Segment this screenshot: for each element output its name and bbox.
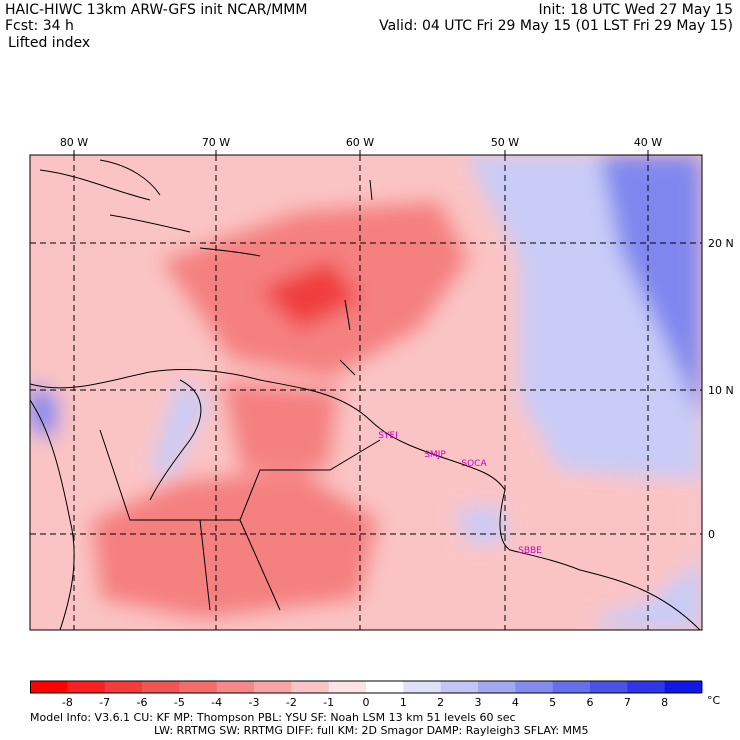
longitude-ticks: 80 W 70 W 60 W 50 W 40 W xyxy=(60,136,662,155)
legend-tick-label: 6 xyxy=(587,696,594,709)
station-label: SYEI xyxy=(378,431,398,441)
legend-unit: °C xyxy=(707,694,721,707)
station-label: SMJP xyxy=(424,450,446,460)
longitude-label: 50 W xyxy=(491,136,519,149)
legend-swatch xyxy=(366,681,404,693)
longitude-label: 80 W xyxy=(60,136,88,149)
longitude-label: 60 W xyxy=(346,136,374,149)
valid-time: Valid: 04 UTC Fri 29 May 15 (01 LST Fri … xyxy=(379,18,733,34)
legend-swatch xyxy=(627,681,666,693)
legend-tick-label: 4 xyxy=(512,696,519,709)
station-label: SOCA xyxy=(461,459,487,469)
legend-tick-label: -5 xyxy=(174,696,185,709)
legend-tick-label: 3 xyxy=(475,696,482,709)
legend-swatch xyxy=(552,681,591,693)
legend-swatch xyxy=(142,681,180,693)
map-field: SYEI SMJP SOCA SBBE xyxy=(30,155,702,630)
physics-info: LW: RRTMG SW: RRTMG DIFF: full KM: 2D Sm… xyxy=(154,724,589,737)
longitude-label: 40 W xyxy=(634,136,662,149)
legend-swatch xyxy=(104,681,143,693)
legend-swatch xyxy=(590,681,628,693)
legend-swatch xyxy=(179,681,218,693)
legend-tick-label: -6 xyxy=(137,696,148,709)
legend-tick-label: 8 xyxy=(661,696,668,709)
legend-swatch xyxy=(440,681,479,693)
legend-swatch xyxy=(291,681,330,693)
field-name: Lifted index xyxy=(8,35,91,51)
latitude-label: 0 xyxy=(708,528,715,541)
legend-swatch xyxy=(30,681,68,693)
legend-tick-label: 1 xyxy=(400,696,407,709)
station-markers: SYEI SMJP SOCA SBBE xyxy=(378,431,542,556)
legend-swatch xyxy=(478,681,516,693)
latitude-ticks: 20 N 10 N 0 xyxy=(708,237,734,541)
map-frame xyxy=(29,154,703,631)
legend-swatch xyxy=(254,681,292,693)
legend-tick-label: 7 xyxy=(624,696,631,709)
latitude-label: 20 N xyxy=(708,237,734,250)
legend-tick-label: -3 xyxy=(249,696,260,709)
legend-swatch xyxy=(67,681,106,693)
init-time: Init: 18 UTC Wed 27 May 15 xyxy=(538,2,733,18)
color-legend: -8 -7 -6 -5 -4 -3 -2 -1 0 1 2 3 4 5 6 7 8 °C xyxy=(30,680,721,709)
forecast-hour: Fcst: 34 h xyxy=(5,18,74,34)
legend-swatch xyxy=(515,681,554,693)
legend-swatch xyxy=(403,681,442,693)
product-title: HAIC-HIWC 13km ARW-GFS init NCAR/MMM xyxy=(5,2,308,18)
legend-tick-label: 2 xyxy=(437,696,444,709)
latitude-label: 10 N xyxy=(708,384,734,397)
legend-tick-label: -4 xyxy=(211,696,222,709)
legend-tick-label: -1 xyxy=(323,696,334,709)
legend-tick-label: 0 xyxy=(363,696,370,709)
legend-swatch xyxy=(216,681,255,693)
legend-tick-label: -2 xyxy=(286,696,297,709)
legend-tick-label: -8 xyxy=(62,696,73,709)
legend-tick-label: -7 xyxy=(99,696,110,709)
legend-tick-label: 5 xyxy=(549,696,556,709)
coastlines xyxy=(30,159,701,630)
legend-swatch xyxy=(328,681,367,693)
model-info: Model Info: V3.6.1 CU: KF MP: Thompson P… xyxy=(30,711,516,724)
legend-frame xyxy=(30,680,702,694)
legend-swatch xyxy=(664,681,703,693)
station-label: SBBE xyxy=(518,546,542,556)
longitude-label: 70 W xyxy=(202,136,230,149)
